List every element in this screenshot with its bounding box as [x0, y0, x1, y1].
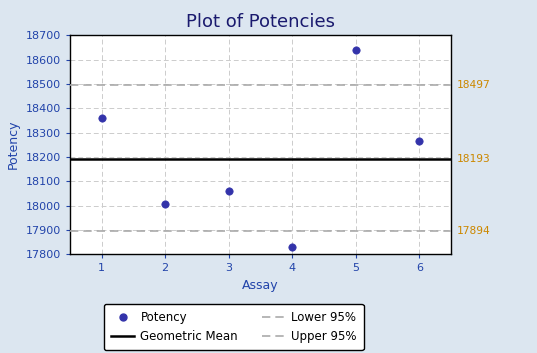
Text: 17894: 17894 [456, 226, 490, 236]
Title: Plot of Potencies: Plot of Potencies [186, 13, 335, 31]
Text: 18193: 18193 [456, 154, 490, 163]
Y-axis label: Potency: Potency [7, 120, 20, 169]
Text: 18497: 18497 [456, 80, 490, 90]
Point [415, 138, 424, 144]
Point [288, 244, 296, 250]
Point [97, 115, 106, 121]
X-axis label: Assay: Assay [242, 279, 279, 292]
Point [224, 188, 233, 194]
Legend: Potency, Geometric Mean, Lower 95%, Upper 95%: Potency, Geometric Mean, Lower 95%, Uppe… [104, 304, 364, 350]
Point [161, 202, 170, 207]
Point [351, 47, 360, 53]
